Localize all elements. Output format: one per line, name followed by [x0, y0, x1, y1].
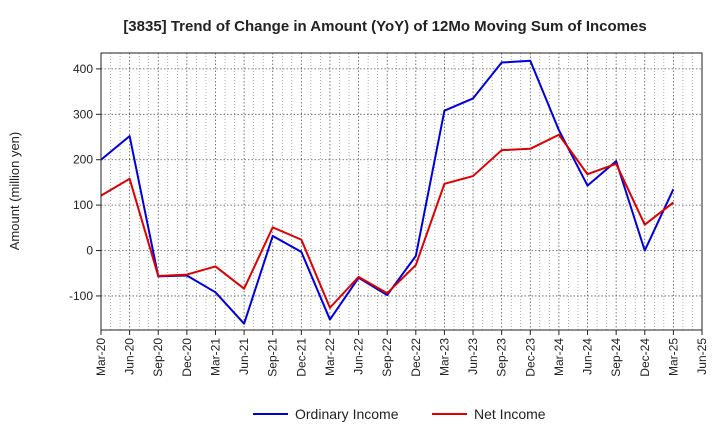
x-tick-label: Dec-20	[180, 338, 194, 377]
x-tick-label: Mar-21	[208, 338, 222, 376]
x-tick-label: Jun-22	[352, 338, 366, 375]
x-tick-label: Sep-24	[609, 338, 623, 377]
legend-label: Ordinary Income	[295, 406, 399, 422]
x-tick-label: Jun-23	[466, 338, 480, 375]
x-tick-label: Dec-22	[409, 338, 423, 377]
x-tick-label: Jun-20	[123, 338, 137, 375]
legend: Ordinary Income Net Income	[253, 406, 546, 422]
x-tick-label: Dec-21	[294, 338, 308, 377]
chart-title: [3835] Trend of Change in Amount (YoY) o…	[123, 18, 646, 35]
x-tick-label: Mar-24	[552, 338, 566, 376]
y-axis-label: Amount (million yen)	[7, 132, 22, 251]
y-tick-label: 100	[73, 198, 93, 212]
legend-label: Net Income	[474, 406, 546, 422]
x-tick-label: Mar-23	[437, 338, 451, 376]
y-axis-ticks: -100 0 100 200 300 400	[69, 62, 101, 303]
x-tick-label: Dec-24	[638, 338, 652, 377]
y-tick-label: 400	[73, 62, 93, 76]
x-tick-label: Dec-23	[523, 338, 537, 377]
x-tick-label: Sep-22	[380, 338, 394, 377]
x-tick-label: Jun-25	[695, 338, 709, 375]
x-tick-label: Jun-21	[237, 338, 251, 375]
x-tick-label: Sep-23	[495, 338, 509, 377]
x-tick-label: Sep-21	[266, 338, 280, 377]
y-tick-label: 200	[73, 153, 93, 167]
x-tick-label: Mar-20	[94, 338, 108, 376]
series-line-net-income	[100, 133, 674, 309]
grid	[100, 53, 703, 330]
y-tick-label: 0	[86, 244, 93, 258]
x-tick-label: Sep-20	[151, 338, 165, 377]
series-line-ordinary-income	[100, 59, 675, 325]
y-tick-label: -100	[69, 289, 93, 303]
plot-frame	[100, 52, 703, 331]
x-axis-ticks: Mar-20 Jun-20 Sep-20 Dec-20 Mar-21 Jun-21 Sep-…	[94, 330, 709, 377]
x-tick-label: Mar-25	[666, 338, 680, 376]
x-tick-label: Jun-24	[581, 338, 595, 375]
series-lines	[100, 59, 675, 325]
x-tick-label: Mar-22	[323, 338, 337, 376]
y-tick-label: 300	[73, 107, 93, 121]
